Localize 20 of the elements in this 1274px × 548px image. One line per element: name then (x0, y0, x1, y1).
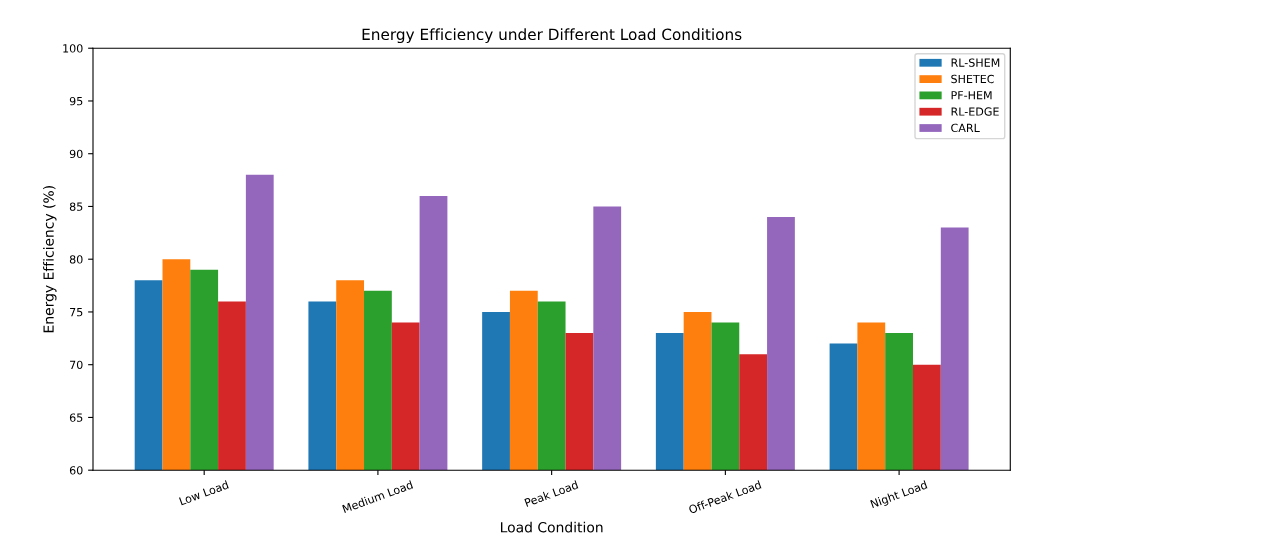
x-tick-label: Peak Load (524, 480, 579, 507)
legend-label: RL-SHEM (951, 58, 1000, 67)
legend-label: SHETEC (951, 74, 994, 84)
x-tick-label: Low Load (178, 480, 229, 506)
x-tick-label: Night Load (870, 480, 929, 511)
y-tick-label: 70 (70, 360, 83, 370)
y-tick-label: 75 (70, 308, 83, 317)
y-tick-label: 85 (69, 202, 83, 211)
y-tick-label: 95 (69, 96, 83, 106)
y-tick-label: 100 (63, 44, 83, 53)
y-tick-label: 90 (69, 149, 83, 159)
chart-title: Energy Efficiency under Different Load Conditions (362, 28, 742, 44)
y-tick-label: 80 (69, 255, 83, 264)
legend-label: CARL (951, 123, 980, 133)
x-axis-title: Load Condition (501, 521, 603, 533)
legend-label: PF-HEM (951, 91, 992, 100)
y-tick-label: 65 (69, 413, 83, 422)
y-axis-title: Energy Efficiency (%) (43, 186, 57, 333)
legend-label: RL-EDGE (951, 107, 999, 116)
y-tick-label: 60 (69, 466, 83, 475)
